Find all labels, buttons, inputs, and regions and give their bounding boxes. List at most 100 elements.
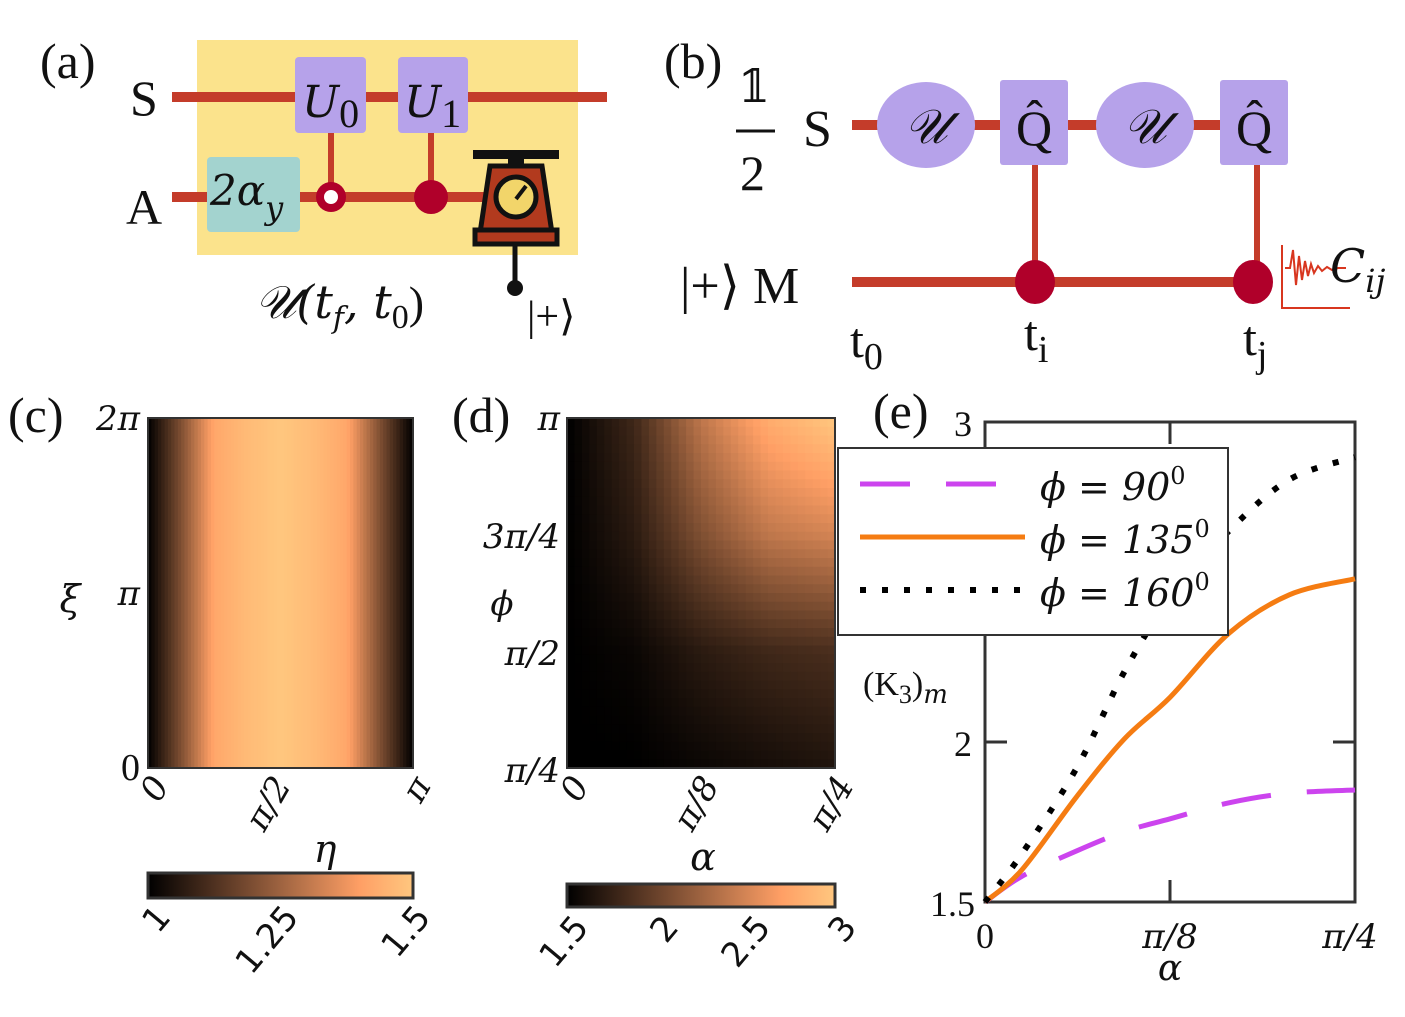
- heatmap-cell: [701, 470, 710, 480]
- heatmap-cell: [366, 418, 371, 768]
- heatmap-cell: [589, 645, 598, 655]
- heatmap-cell: [641, 741, 650, 752]
- heatmap-cell: [648, 628, 657, 638]
- heatmap-cell: [323, 418, 328, 768]
- heatmap-cell: [686, 470, 695, 480]
- heatmap-cell: [827, 584, 836, 594]
- heatmap-cell: [738, 663, 747, 673]
- heatmap-cell: [805, 444, 814, 454]
- heatmap-cell: [409, 418, 414, 768]
- heatmap-cell: [619, 549, 628, 559]
- heatmap-cell: [797, 636, 806, 647]
- heatmap-cell: [693, 426, 702, 437]
- heatmap-cell: [648, 523, 657, 533]
- heatmap-cell: [708, 654, 717, 664]
- heatmap-cell: [790, 435, 799, 445]
- heatmap-cell: [648, 470, 657, 480]
- heatmap-cell: [775, 461, 784, 472]
- heatmap-cell: [715, 654, 724, 664]
- heatmap-cell: [224, 418, 229, 768]
- heatmap-cell: [686, 444, 695, 454]
- heatmap-cell: [730, 680, 739, 690]
- heatmap-cell: [790, 645, 799, 655]
- heatmap-cell: [775, 636, 784, 647]
- heatmap-cell: [641, 601, 650, 612]
- heatmap-cell: [797, 680, 806, 690]
- heatmap-cell: [581, 461, 590, 472]
- heatmap-cell: [768, 619, 777, 629]
- heatmap-cell: [204, 418, 209, 768]
- heatmap-cell: [753, 540, 762, 550]
- heatmap-cell: [797, 461, 806, 472]
- heatmap-cell: [663, 610, 672, 620]
- heatmap-cell: [656, 741, 665, 752]
- heatmap-cell: [715, 645, 724, 655]
- heatmap-cell: [626, 628, 635, 638]
- heatmap-cell: [738, 531, 747, 542]
- heatmap-cell: [656, 601, 665, 612]
- heatmap-cell: [701, 628, 710, 638]
- heatmap-cell: [820, 628, 829, 638]
- heatmap-cell: [611, 689, 620, 699]
- heatmap-cell: [307, 418, 311, 768]
- heatmap-cell: [648, 759, 657, 769]
- heatmap-cell: [663, 523, 672, 533]
- heatmap-cell: [619, 418, 628, 428]
- heatmap-cell: [738, 654, 747, 664]
- heatmap-cell: [760, 470, 769, 480]
- heatmap-cell: [678, 706, 687, 717]
- heatmap-cell: [641, 540, 650, 550]
- heatmap-cell: [671, 505, 680, 515]
- heatmap-cell: [589, 689, 598, 699]
- heatmap-cell: [797, 733, 806, 743]
- heatmap-cell: [663, 531, 672, 542]
- heatmap-cell: [574, 645, 583, 655]
- heatmap-cell: [730, 759, 739, 769]
- heatmap-cell: [686, 689, 695, 699]
- legend-label-sup: 0: [1194, 515, 1209, 543]
- heatmap-cell: [626, 444, 635, 454]
- heatmap-cell: [634, 671, 643, 682]
- heatmap-cell: [760, 715, 769, 725]
- heatmap-cell: [708, 619, 717, 629]
- heatmap-cell: [753, 488, 762, 498]
- heatmap-cell: [797, 698, 806, 708]
- heatmap-cell: [678, 479, 687, 489]
- heatmap-cell: [648, 584, 657, 594]
- heatmap-cell: [678, 531, 687, 542]
- heatmap-cell: [589, 505, 598, 515]
- heatmap-cell: [812, 671, 821, 682]
- heatmap-cell: [708, 610, 717, 620]
- heatmap-cell: [626, 575, 635, 585]
- heatmap-cell: [626, 671, 635, 682]
- heatmap-cell: [745, 593, 754, 603]
- heatmap-cell: [604, 706, 613, 717]
- heatmap-cell: [686, 733, 695, 743]
- heatmap-cell: [693, 741, 702, 752]
- heatmap-cell: [634, 654, 643, 664]
- heatmap-cell: [641, 461, 650, 472]
- heatmap-cell: [604, 654, 613, 664]
- heatmap-cell: [604, 435, 613, 445]
- heatmap-cell: [768, 531, 777, 542]
- heatmap-cell: [738, 496, 747, 507]
- heatmap-cell: [723, 514, 732, 524]
- heatmap-cell: [567, 584, 576, 594]
- heatmap-cell: [656, 453, 665, 463]
- heatmap-cell: [730, 715, 739, 725]
- heatmap-cell: [760, 741, 769, 752]
- heatmap-cell: [148, 418, 152, 768]
- heatmap-cell: [797, 741, 806, 752]
- heatmap-cell: [678, 593, 687, 603]
- heatmap-cell: [827, 706, 836, 717]
- heatmap-cell: [678, 610, 687, 620]
- heatmap-cell: [782, 549, 791, 559]
- heatmap-cell: [656, 558, 665, 568]
- heatmap-cell: [730, 444, 739, 454]
- heatmap-cell: [574, 698, 583, 708]
- heatmap-cell: [686, 488, 695, 498]
- heatmap-cell: [812, 523, 821, 533]
- heatmap-cell: [581, 645, 590, 655]
- heatmap-cell: [207, 418, 212, 768]
- heatmap-cell: [775, 680, 784, 690]
